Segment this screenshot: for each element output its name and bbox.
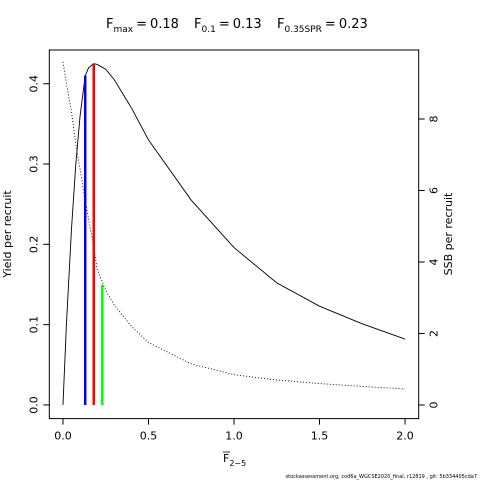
y2-tick-label: 0 bbox=[428, 402, 441, 409]
y-tick-label: 0.4 bbox=[27, 75, 40, 93]
series-line bbox=[62, 63, 406, 405]
title-symbol: F bbox=[106, 17, 113, 32]
y-tick-label: 0.0 bbox=[27, 396, 40, 414]
title-relation: = bbox=[136, 17, 147, 32]
title-symbol: F bbox=[277, 17, 284, 32]
x-tick-label: 0.0 bbox=[54, 430, 72, 443]
title-subscript: 0.1 bbox=[201, 25, 215, 35]
x-label-symbol: F bbox=[223, 452, 229, 465]
y2-tick-label: 4 bbox=[428, 259, 441, 266]
y-axis-label: Yield per recruit bbox=[1, 190, 14, 279]
title-value: 0.23 bbox=[339, 17, 368, 32]
x-tick-label: 1.5 bbox=[311, 430, 329, 443]
title-relation: = bbox=[219, 17, 230, 32]
y2-tick-label: 8 bbox=[428, 116, 441, 123]
series-line bbox=[62, 61, 406, 390]
y-tick-label: 0.3 bbox=[27, 155, 40, 173]
title-item: Fmax = 0.18 bbox=[106, 17, 179, 35]
y2-tick-label: 6 bbox=[428, 187, 441, 194]
x-axis-label: F2−5 bbox=[223, 452, 246, 468]
title-relation: = bbox=[325, 17, 336, 32]
title-symbol: F bbox=[194, 17, 201, 32]
footnote: stockassessment.org, cod6a_WGCSE2020_fin… bbox=[286, 474, 477, 480]
y-tick-label: 0.1 bbox=[27, 316, 40, 334]
title-item: F0.35SPR = 0.23 bbox=[277, 17, 368, 35]
title-subscript: max bbox=[113, 25, 133, 35]
title-subscript: 0.35SPR bbox=[284, 25, 321, 35]
x-tick-label: 0.5 bbox=[140, 430, 158, 443]
title-item: F0.1 = 0.13 bbox=[194, 17, 262, 35]
y2-axis-label: SSB per recruit bbox=[442, 192, 455, 275]
x-label-subscript: 2−5 bbox=[229, 459, 246, 468]
title-value: 0.18 bbox=[150, 17, 179, 32]
x-tick-label: 2.0 bbox=[396, 430, 414, 443]
title-value: 0.13 bbox=[233, 17, 262, 32]
x-tick-label: 1.0 bbox=[225, 430, 243, 443]
y2-tick-label: 2 bbox=[428, 330, 441, 337]
y-tick-label: 0.2 bbox=[27, 236, 40, 254]
